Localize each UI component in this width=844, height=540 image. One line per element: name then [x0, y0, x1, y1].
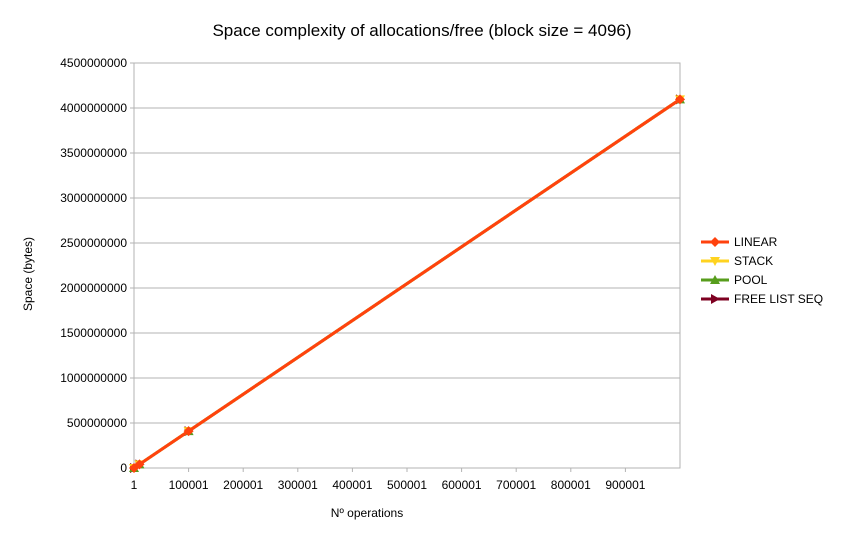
series-line-linear: [133, 98, 681, 470]
legend-label: POOL: [734, 272, 768, 287]
y-tick-label: 4000000000: [60, 101, 127, 115]
plot-frame: [133, 62, 681, 469]
chart-title: Space complexity of allocations/free (bl…: [212, 21, 632, 40]
legend-swatch: [701, 274, 729, 284]
data-point-linear: [134, 459, 145, 470]
x-tick-label: 800001: [551, 478, 591, 492]
y-tick-label: 4500000000: [60, 56, 127, 70]
legend: LINEAR STACK POOL FREE LIST SEQ: [700, 232, 823, 308]
y-tick-label: 0: [120, 461, 127, 475]
y-tick-label: 3000000000: [60, 191, 127, 205]
legend-label: FREE LIST SEQ: [734, 291, 824, 306]
legend-swatch: [701, 293, 729, 304]
x-tick-label: 100001: [169, 478, 209, 492]
y-tick-label: 1000000000: [60, 371, 127, 385]
data-point-linear: [183, 426, 194, 437]
y-tick-label: 2500000000: [60, 236, 127, 250]
x-tick-label: 200001: [223, 478, 263, 492]
legend-item: POOL: [700, 270, 823, 289]
y-tick-label: 500000000: [67, 416, 127, 430]
legend-swatch: [701, 236, 729, 247]
x-tick-label: 400001: [332, 478, 372, 492]
y-tick-label: 3500000000: [60, 146, 127, 160]
legend-label: LINEAR: [734, 234, 778, 249]
x-tick-label: 300001: [278, 478, 318, 492]
legend-label: STACK: [734, 253, 774, 268]
x-tick-label: 700001: [496, 478, 536, 492]
legend-swatch: [701, 256, 729, 266]
x-axis-label: Nº operations: [330, 506, 404, 520]
legend-item: LINEAR: [700, 232, 823, 251]
y-tick-label: 2000000000: [60, 281, 127, 295]
x-tick-label: 500001: [387, 478, 427, 492]
x-tick-label: 900001: [605, 478, 645, 492]
x-tick-label: 1: [131, 478, 138, 492]
legend-item: STACK: [700, 251, 823, 270]
y-tick-label: 1500000000: [60, 326, 127, 340]
legend-item: FREE LIST SEQ: [700, 289, 823, 308]
x-tick-label: 600001: [442, 478, 482, 492]
data-point-linear: [675, 94, 685, 105]
